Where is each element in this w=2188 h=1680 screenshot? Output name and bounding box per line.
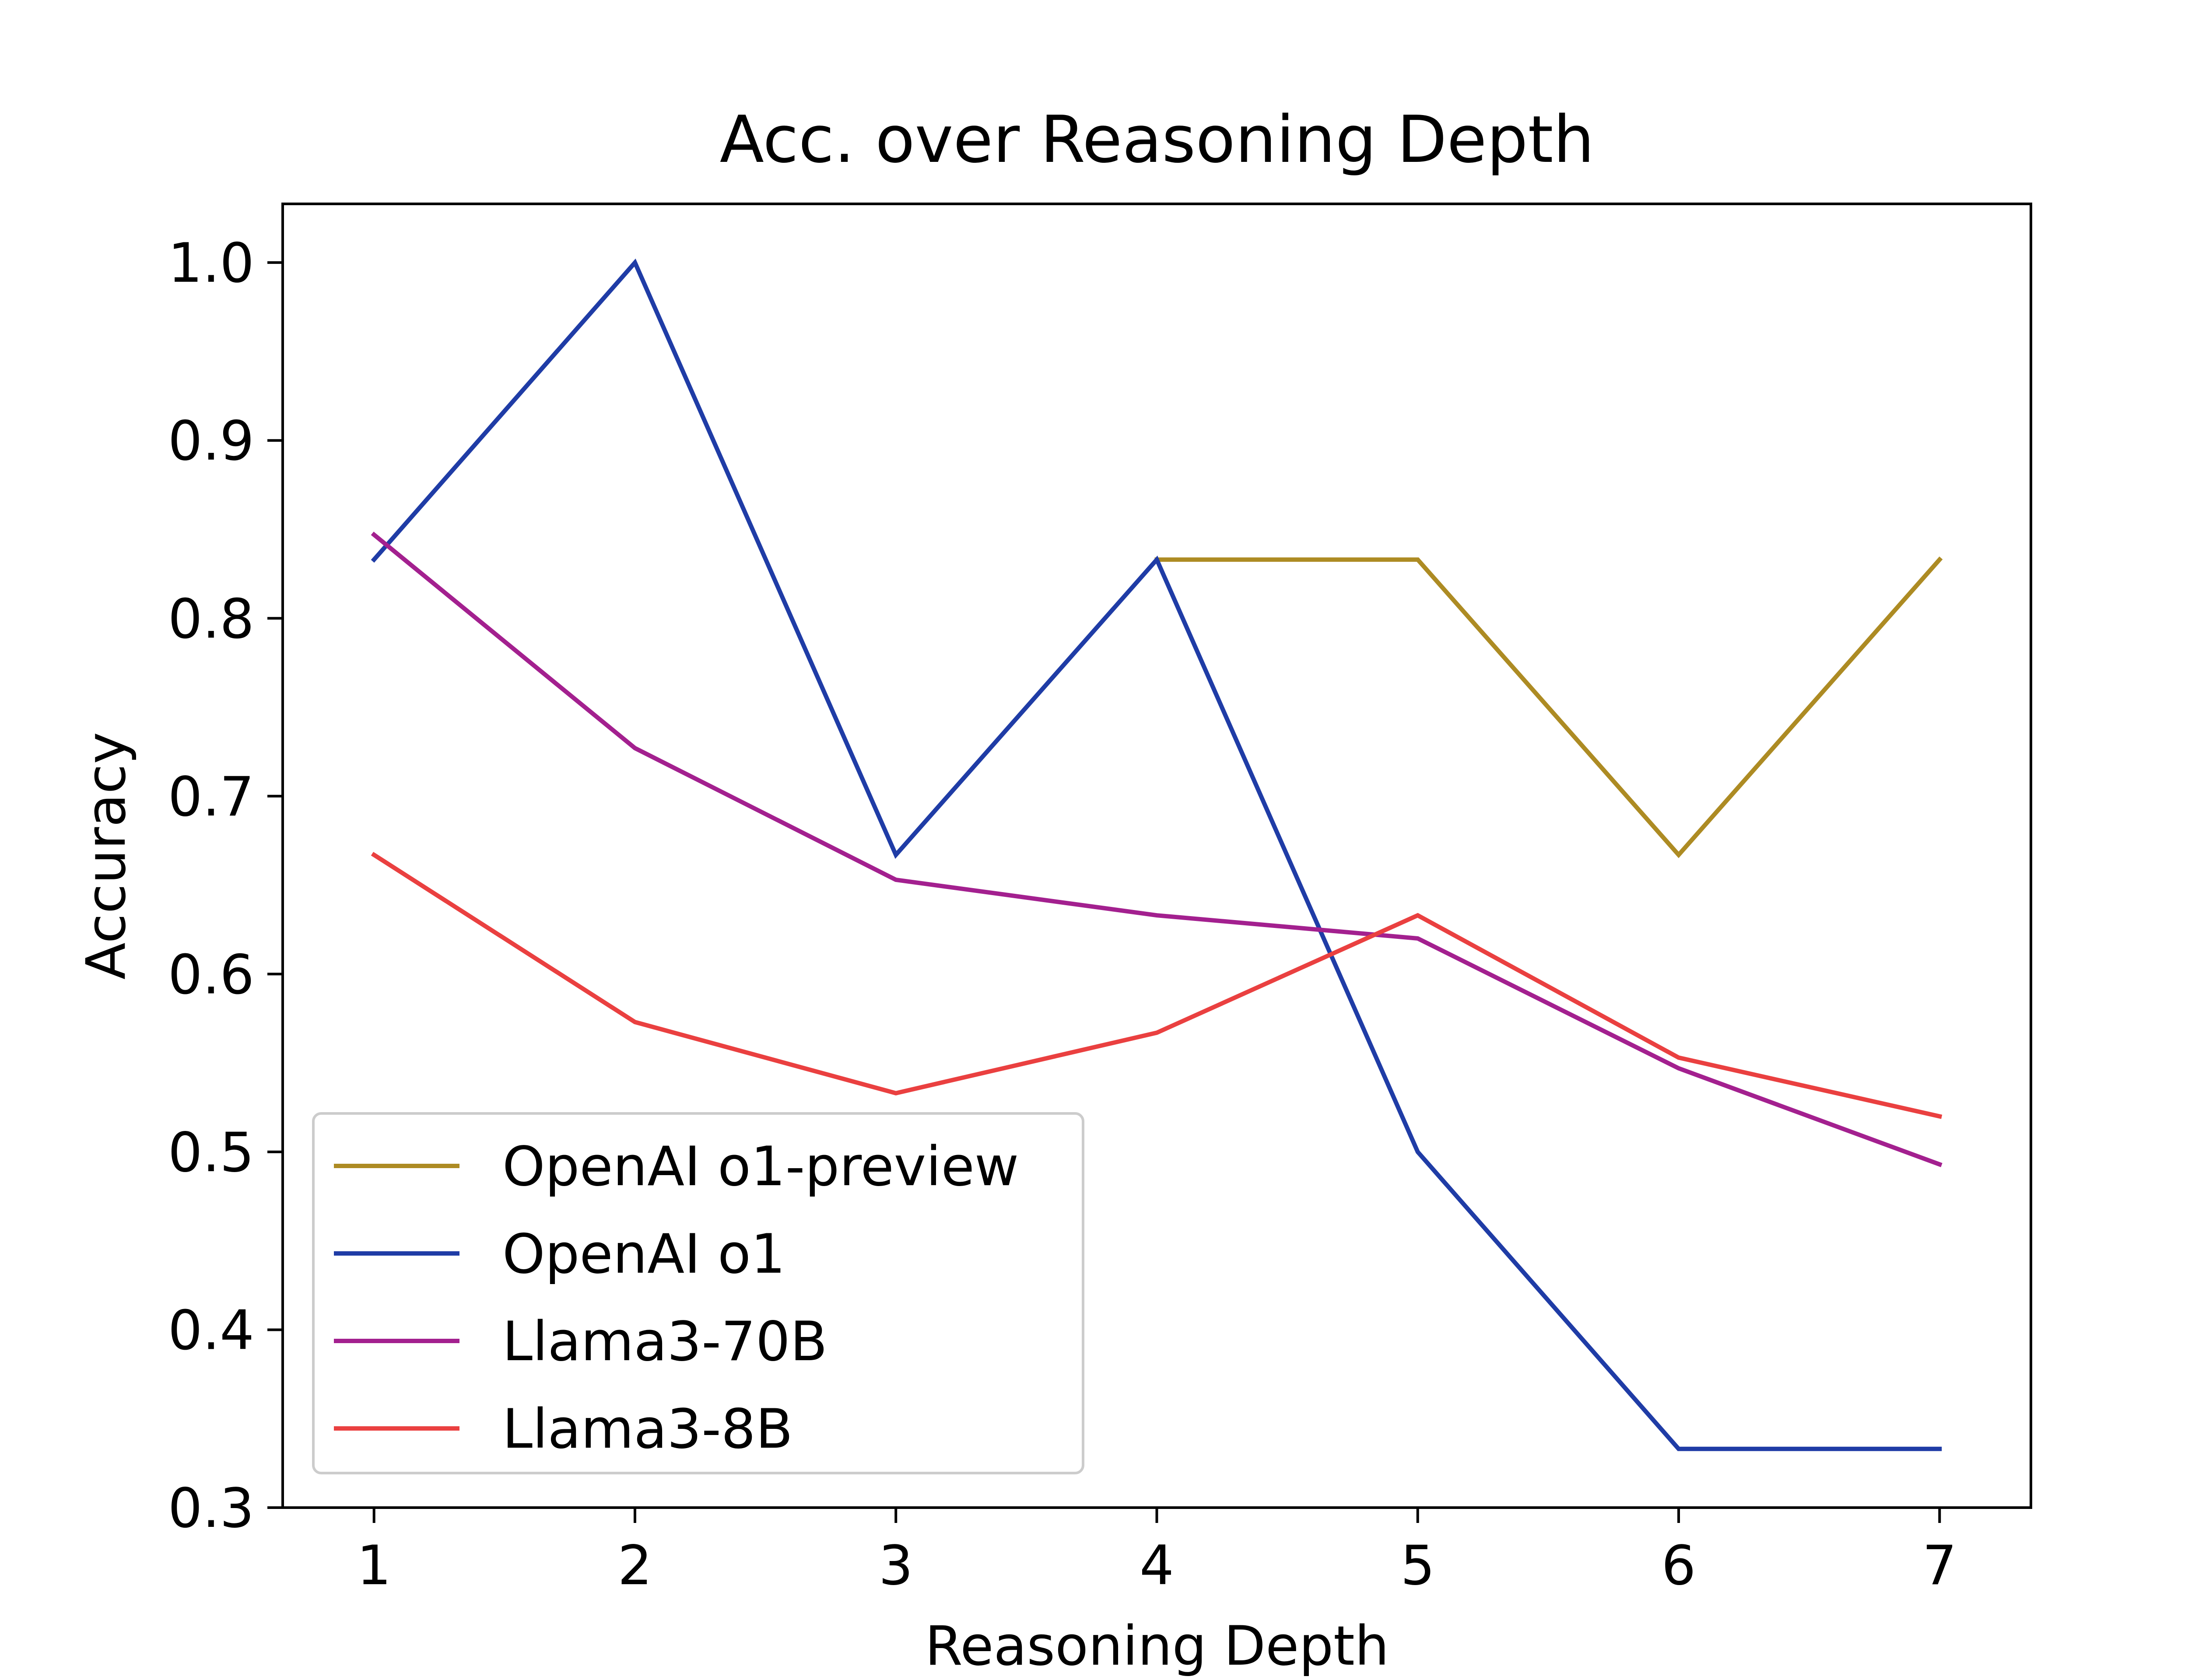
- x-tick-label: 3: [879, 1534, 913, 1597]
- x-tick-label: 2: [618, 1534, 652, 1597]
- legend-label-llama3-8b: Llama3-8B: [502, 1398, 793, 1461]
- x-axis-label: Reasoning Depth: [925, 1615, 1389, 1678]
- y-axis: 0.3 0.4 0.5 0.6 0.7 0.8 0.9 1.0: [168, 232, 283, 1540]
- x-tick-label: 1: [357, 1534, 391, 1597]
- y-tick-label: 1.0: [168, 232, 254, 295]
- x-tick-label: 6: [1662, 1534, 1696, 1597]
- x-tick-label: 7: [1922, 1534, 1957, 1597]
- y-tick-label: 0.3: [168, 1477, 254, 1540]
- series-line-llama3-70b: [371, 532, 1943, 1167]
- y-tick-label: 0.8: [168, 588, 254, 651]
- x-tick-label: 5: [1400, 1534, 1435, 1597]
- y-axis-label: Accuracy: [75, 732, 138, 980]
- series-line-openai-o1: [371, 259, 1942, 1451]
- x-axis: 1 2 3 4 5 6 7: [357, 1508, 1957, 1597]
- x-tick-label: 4: [1140, 1534, 1174, 1597]
- y-tick-label: 0.6: [168, 943, 254, 1006]
- series-line-llama3-8b: [371, 852, 1943, 1119]
- y-tick-label: 0.4: [168, 1299, 254, 1362]
- series-line-openai-o1-preview: [1154, 556, 1943, 858]
- legend-label-openai-o1-preview: OpenAI o1-preview: [502, 1135, 1019, 1198]
- legend-label-openai-o1: OpenAI o1: [502, 1223, 785, 1286]
- legend-label-llama3-70b: Llama3-70B: [502, 1310, 828, 1373]
- chart-title: Acc. over Reasoning Depth: [720, 102, 1595, 177]
- y-tick-label: 0.5: [168, 1121, 254, 1184]
- y-tick-label: 0.7: [168, 766, 254, 829]
- legend-box: [312, 1112, 1084, 1474]
- y-tick-label: 0.9: [168, 410, 254, 473]
- legend: OpenAI o1-preview OpenAI o1 Llama3-70B Llam…: [312, 1112, 1084, 1474]
- series-layer: [371, 259, 1943, 1451]
